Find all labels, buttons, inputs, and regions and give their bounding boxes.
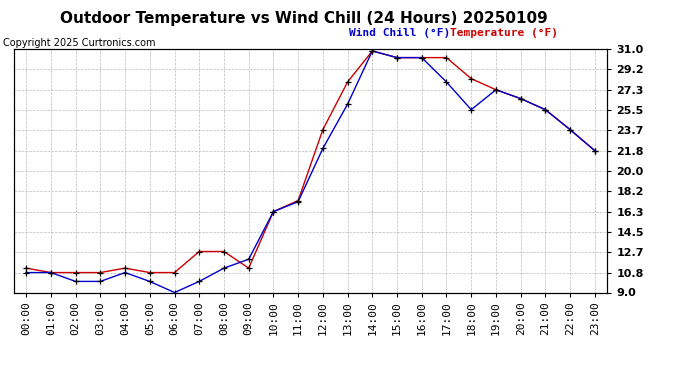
Text: Copyright 2025 Curtronics.com: Copyright 2025 Curtronics.com [3, 38, 156, 48]
Text: Outdoor Temperature vs Wind Chill (24 Hours) 20250109: Outdoor Temperature vs Wind Chill (24 Ho… [60, 11, 547, 26]
Text: Wind Chill (°F): Wind Chill (°F) [349, 28, 451, 38]
Text: Temperature (°F): Temperature (°F) [450, 28, 558, 38]
